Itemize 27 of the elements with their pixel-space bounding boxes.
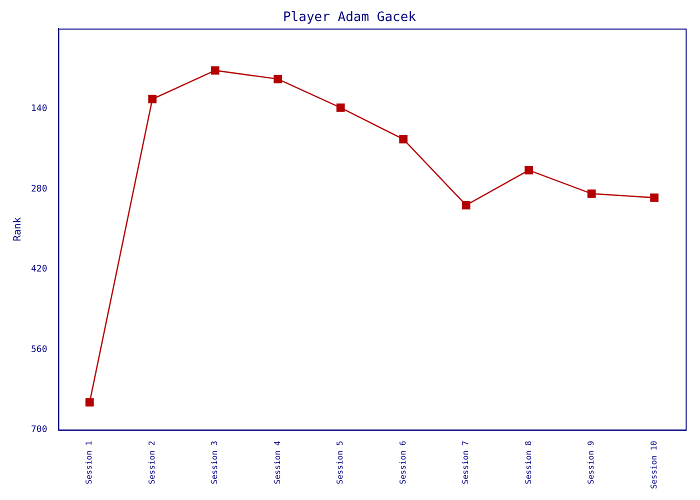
point <box>650 194 659 202</box>
point <box>524 166 534 174</box>
point <box>336 104 345 112</box>
x-tick-label: Session 3 <box>210 440 220 484</box>
point <box>399 135 408 144</box>
point <box>210 66 220 75</box>
y-tick-label: 280 <box>30 184 48 194</box>
y-tick-label: 700 <box>30 425 48 436</box>
point <box>148 94 157 104</box>
x-tick-label: Session 7 <box>461 440 470 484</box>
chart-title: Player Adam Gacek <box>282 10 416 26</box>
point <box>85 398 94 407</box>
x-tick-label: Session 8 <box>524 440 533 484</box>
y-axis-title: Rank <box>12 217 24 242</box>
x-tick-label: Session 9 <box>586 440 596 484</box>
x-tick-label: Session 4 <box>272 440 282 484</box>
x-tick-label: Session 5 <box>336 440 345 484</box>
x-tick-label: Session 1 <box>84 440 94 484</box>
point <box>462 200 470 210</box>
y-tick-label: 140 <box>30 104 48 114</box>
y-tick-label: 420 <box>30 264 48 275</box>
point <box>274 74 282 84</box>
x-tick-label: Session 2 <box>147 440 156 484</box>
y-tick-label: 560 <box>30 344 48 355</box>
point <box>587 189 596 198</box>
x-tick-label: Session 6 <box>398 440 408 484</box>
x-tick-label: Session 10 <box>649 440 658 490</box>
